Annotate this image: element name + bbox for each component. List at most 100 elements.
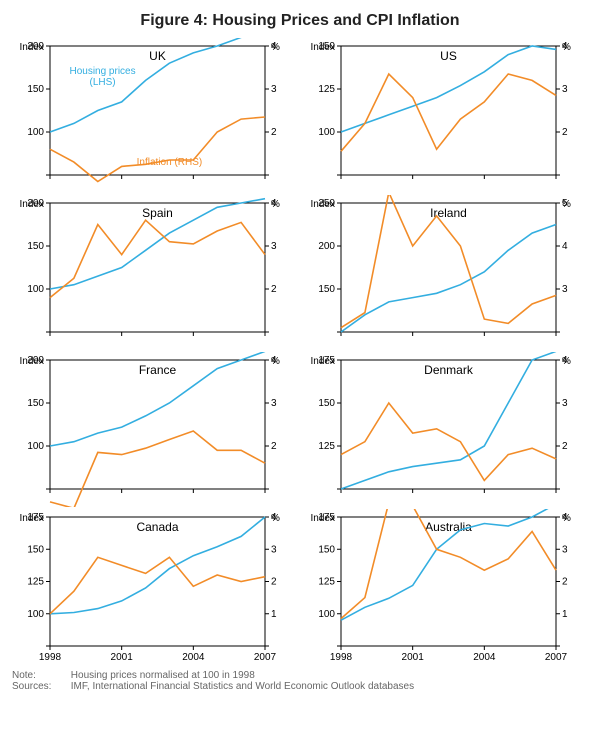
inflation-series <box>50 431 265 507</box>
svg-text:125: 125 <box>318 441 335 452</box>
chart-panel: 100150200234Index%UKHousing prices(LHS)I… <box>12 38 295 193</box>
svg-text:2007: 2007 <box>254 652 277 663</box>
svg-text:Index: Index <box>20 42 44 53</box>
svg-text:3: 3 <box>271 398 277 409</box>
svg-text:150: 150 <box>27 398 44 409</box>
panel-france: 100150200234Index%France <box>12 352 297 507</box>
panel-ireland: 150200250345Index%Ireland <box>303 195 588 350</box>
svg-text:150: 150 <box>318 284 335 295</box>
svg-text:Index: Index <box>20 356 44 367</box>
svg-text:1: 1 <box>271 609 277 620</box>
svg-text:100: 100 <box>27 441 44 452</box>
inflation-series <box>341 403 556 480</box>
svg-text:150: 150 <box>27 544 44 555</box>
chart-panel: 10012515017512341998200120042007Index%Ca… <box>12 509 295 664</box>
panel-title: France <box>139 363 177 377</box>
svg-text:125: 125 <box>318 577 335 588</box>
svg-text:3: 3 <box>562 284 568 295</box>
svg-text:2: 2 <box>271 284 277 295</box>
housing-annotation: Housing prices <box>69 66 135 77</box>
svg-text:2001: 2001 <box>402 652 425 663</box>
figure-notes: Note: Housing prices normalised at 100 i… <box>12 670 588 692</box>
svg-text:%: % <box>271 513 280 524</box>
chart-panel: 100125150234Index%US <box>303 38 586 193</box>
svg-text:Index: Index <box>20 513 44 524</box>
chart-panel: 10012515017512341998200120042007Index%Au… <box>303 509 586 664</box>
svg-text:Index: Index <box>311 356 335 367</box>
svg-text:2: 2 <box>562 127 568 138</box>
svg-text:3: 3 <box>562 398 568 409</box>
svg-text:3: 3 <box>271 84 277 95</box>
svg-text:100: 100 <box>318 127 335 138</box>
panel-us: 100125150234Index%US <box>303 38 588 193</box>
svg-text:%: % <box>271 356 280 367</box>
figure-title: Figure 4: Housing Prices and CPI Inflati… <box>12 12 588 30</box>
svg-text:150: 150 <box>27 241 44 252</box>
svg-text:Index: Index <box>20 199 44 210</box>
svg-text:%: % <box>271 42 280 53</box>
svg-text:%: % <box>271 199 280 210</box>
panel-uk: 100150200234Index%UKHousing prices(LHS)I… <box>12 38 297 193</box>
svg-text:125: 125 <box>318 84 335 95</box>
svg-text:%: % <box>562 199 571 210</box>
svg-text:1998: 1998 <box>330 652 353 663</box>
panel-grid: 100 150 200 2 3 4 Index% UK Housing prices(LHS) I… <box>12 38 588 664</box>
sources-text: IMF, International Financial Statistics … <box>71 681 414 692</box>
svg-text:100: 100 <box>27 127 44 138</box>
svg-text:2007: 2007 <box>545 652 568 663</box>
svg-text:2004: 2004 <box>182 652 205 663</box>
inflation-annotation: Inflation (RHS) <box>137 157 203 168</box>
svg-text:Index: Index <box>311 513 335 524</box>
panel-spain: 100150200234Index%Spain <box>12 195 297 350</box>
panel-australia: 10012515017512341998200120042007Index%Au… <box>303 509 588 664</box>
svg-text:100: 100 <box>27 609 44 620</box>
svg-text:%: % <box>562 513 571 524</box>
panel-title: Denmark <box>424 363 474 377</box>
inflation-series <box>50 117 265 182</box>
panel-title: Canada <box>136 520 178 534</box>
housing-series <box>341 225 556 333</box>
svg-text:2: 2 <box>562 577 568 588</box>
sources-label: Sources: <box>12 681 68 692</box>
panel-canada: 10012515017512341998200120042007Index%Ca… <box>12 509 297 664</box>
panel-title: UK <box>149 49 166 63</box>
svg-text:150: 150 <box>27 84 44 95</box>
svg-text:2004: 2004 <box>473 652 496 663</box>
svg-text:3: 3 <box>562 84 568 95</box>
svg-text:3: 3 <box>271 544 277 555</box>
svg-text:2: 2 <box>271 127 277 138</box>
svg-text:%: % <box>562 356 571 367</box>
svg-text:Index: Index <box>311 199 335 210</box>
svg-text:3: 3 <box>271 241 277 252</box>
panel-title: Spain <box>142 206 173 220</box>
inflation-series <box>50 220 265 297</box>
svg-text:100: 100 <box>318 609 335 620</box>
panel-title: US <box>440 49 457 63</box>
svg-text:2001: 2001 <box>111 652 134 663</box>
svg-text:150: 150 <box>318 398 335 409</box>
note-label: Note: <box>12 670 68 681</box>
svg-text:2: 2 <box>562 441 568 452</box>
svg-text:150: 150 <box>318 544 335 555</box>
note-text: Housing prices normalised at 100 in 1998 <box>71 670 255 681</box>
svg-text:3: 3 <box>562 544 568 555</box>
chart-panel: 100150200234Index%Spain <box>12 195 295 350</box>
svg-text:1: 1 <box>562 609 568 620</box>
chart-panel: 125150175234Index%Denmark <box>303 352 586 507</box>
chart-panel: 100150200234Index%France <box>12 352 295 507</box>
panel-denmark: 125150175234Index%Denmark <box>303 352 588 507</box>
svg-text:%: % <box>562 42 571 53</box>
inflation-series <box>50 557 265 614</box>
svg-text:2: 2 <box>271 577 277 588</box>
svg-text:4: 4 <box>562 241 568 252</box>
chart-panel: 150200250345Index%Ireland <box>303 195 586 350</box>
svg-text:Index: Index <box>311 42 335 53</box>
housing-annotation: (LHS) <box>89 77 115 88</box>
svg-text:1998: 1998 <box>39 652 62 663</box>
panel-title: Australia <box>425 520 472 534</box>
inflation-series <box>341 74 556 151</box>
svg-text:125: 125 <box>27 577 44 588</box>
svg-text:200: 200 <box>318 241 335 252</box>
svg-text:100: 100 <box>27 284 44 295</box>
svg-text:2: 2 <box>271 441 277 452</box>
